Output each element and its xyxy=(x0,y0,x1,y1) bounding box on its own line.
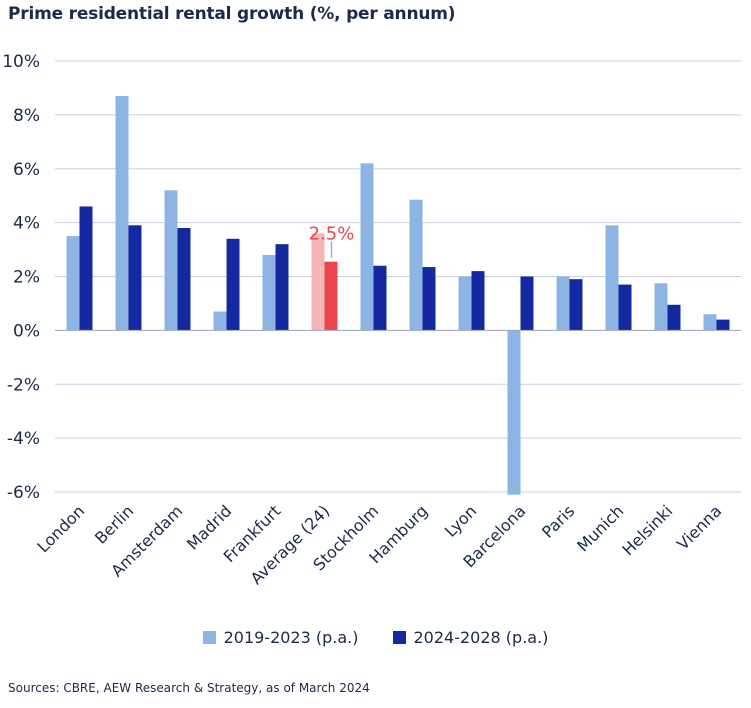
bar-series-2 xyxy=(79,206,93,331)
bar-series-1 xyxy=(409,199,423,331)
y-tick-label: 8% xyxy=(13,106,40,126)
y-tick-label: 10% xyxy=(2,52,40,72)
bar-series-1 xyxy=(605,225,619,331)
bar-series-1 xyxy=(458,276,472,331)
bars xyxy=(66,96,730,495)
y-tick-label: 0% xyxy=(13,321,40,341)
x-tick-label: Helsinki xyxy=(618,501,676,559)
legend-swatch-series-1 xyxy=(202,631,216,644)
gridlines xyxy=(55,60,741,493)
bar-series-1 xyxy=(66,236,80,331)
bar-series-2 xyxy=(716,319,730,331)
bar-series-2 xyxy=(667,304,681,331)
bar-series-1 xyxy=(556,276,570,331)
x-tick-label: Vienna xyxy=(673,501,725,553)
y-tick-label: -4% xyxy=(7,429,40,449)
bar-series-1 xyxy=(115,96,129,331)
legend-swatch-series-2 xyxy=(392,631,406,644)
bar-series-2 xyxy=(128,225,142,331)
bar-series-1 xyxy=(262,254,276,331)
bar-series-1 xyxy=(164,190,178,331)
legend: 2019-2023 (p.a.) 2024-2028 (p.a.) xyxy=(0,628,751,647)
bar-series-2 xyxy=(324,261,338,331)
x-tick-label: Lyon xyxy=(441,501,480,540)
bar-series-1 xyxy=(360,163,374,331)
chart-plot: -6%-4%-2%0%2%4%6%8%10%London BerlinAmster… xyxy=(2,52,741,588)
x-tick-label: London xyxy=(33,501,88,556)
legend-item-series-2: 2024-2028 (p.a.) xyxy=(392,628,549,647)
bar-series-1 xyxy=(507,330,521,495)
bar-series-2 xyxy=(422,267,436,331)
bar-series-2 xyxy=(275,244,289,331)
legend-label-series-2: 2024-2028 (p.a.) xyxy=(413,628,549,647)
y-tick-label: -6% xyxy=(7,483,40,503)
y-tick-label: 4% xyxy=(13,214,40,234)
legend-label-series-1: 2019-2023 (p.a.) xyxy=(223,628,359,647)
bar-series-2 xyxy=(618,284,632,331)
y-tick-label: 6% xyxy=(13,160,40,180)
bar-series-2 xyxy=(177,228,191,331)
source-note: Sources: CBRE, AEW Research & Strategy, … xyxy=(8,681,370,695)
bar-series-1 xyxy=(311,233,325,331)
data-label-average: 2.5% xyxy=(309,223,355,244)
legend-item-series-1: 2019-2023 (p.a.) xyxy=(202,628,359,647)
bar-series-1 xyxy=(213,311,227,331)
bar-series-1 xyxy=(703,314,717,331)
y-tick-label: -2% xyxy=(7,375,40,395)
bar-series-2 xyxy=(520,276,534,331)
bar-series-1 xyxy=(654,283,668,331)
bar-series-2 xyxy=(569,279,583,331)
x-tick-label: Paris xyxy=(538,501,578,541)
y-tick-label: 2% xyxy=(13,268,40,288)
bar-series-2 xyxy=(226,238,240,331)
chart-title: Prime residential rental growth (%, per … xyxy=(8,4,456,24)
bar-series-2 xyxy=(373,265,387,331)
x-tick-label: Berlin xyxy=(91,501,137,547)
bar-series-2 xyxy=(471,271,485,331)
